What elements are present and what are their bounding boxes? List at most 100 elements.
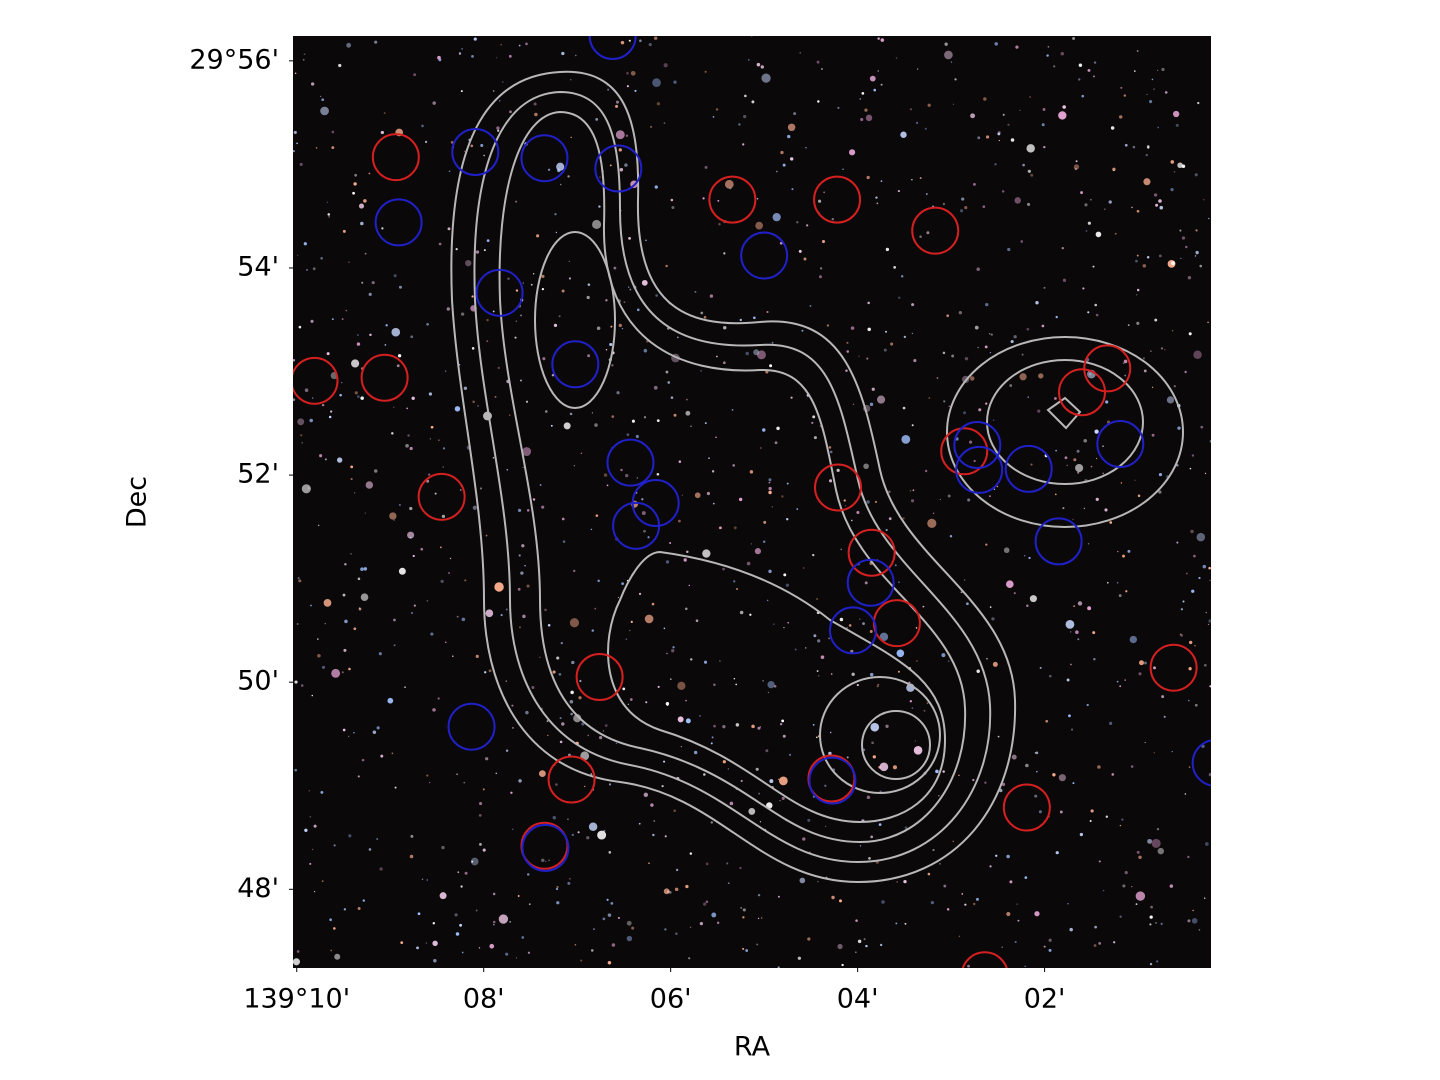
star [496,126,500,130]
star [762,679,764,682]
contour [861,710,931,780]
star [1142,264,1147,268]
star [651,602,655,606]
star [870,835,874,839]
star [517,895,520,897]
star [1027,169,1031,173]
star [373,469,378,473]
star [371,281,375,285]
star [317,638,319,640]
star [756,62,761,67]
star [1116,680,1119,683]
star [993,488,996,491]
star [1120,482,1123,484]
star [653,385,658,390]
star [716,921,720,925]
star [486,239,490,243]
star [1058,111,1067,120]
star [479,487,482,490]
star [705,862,709,866]
star [602,730,605,732]
star [339,393,342,397]
star [746,561,751,566]
star [973,182,976,186]
star [1065,619,1075,629]
star [315,147,318,149]
star [416,946,419,950]
source-circle [594,144,643,193]
star [363,199,367,203]
star [850,519,853,522]
star [754,548,762,555]
star [732,464,735,467]
star [521,936,525,939]
star [739,318,743,322]
star [711,470,715,473]
contour [819,676,941,794]
star [432,101,436,105]
star [685,884,689,889]
star [527,951,531,954]
star [807,818,811,822]
star [607,913,612,917]
star [1155,921,1158,924]
star [1083,507,1086,510]
star [1107,581,1109,584]
star [722,567,725,571]
star [978,408,982,412]
star [1037,409,1041,413]
star [823,191,825,194]
star [526,584,530,588]
star [1146,256,1150,259]
star [509,920,512,923]
star [663,888,670,895]
star [578,696,582,700]
star [609,342,613,347]
star [926,702,929,705]
star [1073,164,1080,170]
star [818,199,822,203]
star [1121,818,1124,821]
star [641,279,648,286]
star [493,923,495,926]
star [606,484,609,487]
contour [534,231,616,409]
star [1200,425,1204,429]
star [555,887,559,891]
star [368,292,372,296]
source-circle [374,198,423,247]
star [1098,860,1101,863]
star [966,602,969,606]
star [326,352,330,356]
star [1189,467,1192,470]
star [1089,819,1092,823]
star [885,330,888,333]
star [1136,850,1140,854]
star [310,604,312,607]
star [477,405,479,407]
star [447,227,451,231]
star [1038,373,1044,379]
star [815,736,818,739]
star [685,718,691,724]
star [768,486,772,491]
star [356,342,361,346]
star [309,816,311,818]
star [862,622,865,625]
star [766,311,769,314]
star [313,824,317,828]
star [1029,96,1031,98]
star [964,357,969,361]
star [1203,199,1205,201]
star [1043,945,1046,948]
star [726,862,729,865]
star [456,773,458,776]
star [424,140,428,144]
star [1170,160,1175,164]
star [303,242,307,246]
star [763,520,767,524]
star [630,620,633,623]
star [958,310,963,315]
star [1077,471,1080,474]
star [1055,315,1058,319]
